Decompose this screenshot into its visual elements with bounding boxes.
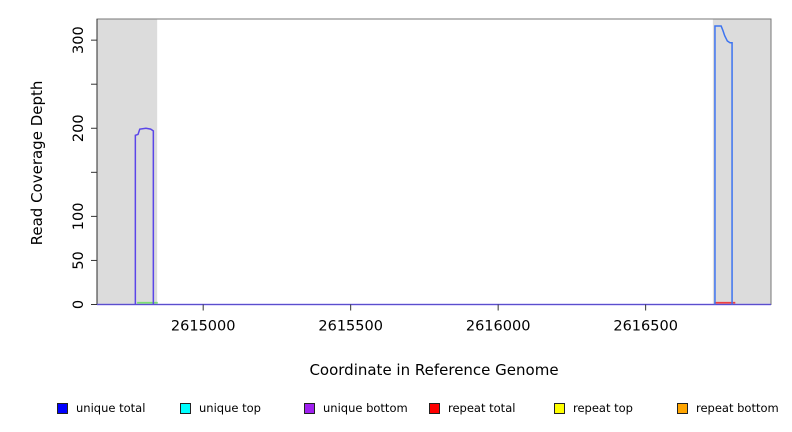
y-tick-label: 0 <box>71 300 87 309</box>
x-tick-label: 2616000 <box>466 319 531 335</box>
legend-label: unique top <box>199 401 261 415</box>
legend-label: repeat total <box>448 401 516 415</box>
legend: unique total unique top unique bottom repea… <box>0 398 792 422</box>
legend-item-repeat-total: repeat total <box>429 398 515 418</box>
y-axis-title: Read Coverage Depth <box>28 80 46 246</box>
plot-box <box>96 18 772 305</box>
masked-region <box>97 19 158 305</box>
legend-swatch-icon <box>429 402 440 414</box>
legend-label: repeat bottom <box>696 401 779 415</box>
legend-swatch-icon <box>554 402 565 414</box>
x-tick-label: 2616500 <box>613 319 678 335</box>
legend-item-unique-bottom: unique bottom <box>304 398 408 418</box>
legend-swatch-icon <box>180 402 191 414</box>
x-tick-label: 2615000 <box>171 319 236 335</box>
legend-label: unique total <box>76 401 146 415</box>
y-tick-label: 300 <box>71 26 87 54</box>
legend-swatch-icon <box>57 402 68 414</box>
y-tick-label: 100 <box>71 203 87 231</box>
x-tick-label: 2615500 <box>318 319 383 335</box>
legend-item-unique-total: unique total <box>57 398 145 418</box>
legend-label: unique bottom <box>323 401 408 415</box>
legend-item-repeat-bottom: repeat bottom <box>677 398 779 418</box>
legend-label: repeat top <box>573 401 633 415</box>
legend-swatch-icon <box>677 402 688 414</box>
y-tick-label: 50 <box>71 251 87 269</box>
legend-item-unique-top: unique top <box>180 398 261 418</box>
legend-item-repeat-top: repeat top <box>554 398 633 418</box>
legend-swatch-icon <box>304 402 315 414</box>
masked-region <box>712 19 771 305</box>
y-tick-label: 200 <box>71 114 87 142</box>
series-unique-top-right-peak <box>714 25 733 305</box>
series-unique-bottom-left-peak <box>134 127 155 305</box>
x-axis-title: Coordinate in Reference Genome <box>309 361 559 379</box>
